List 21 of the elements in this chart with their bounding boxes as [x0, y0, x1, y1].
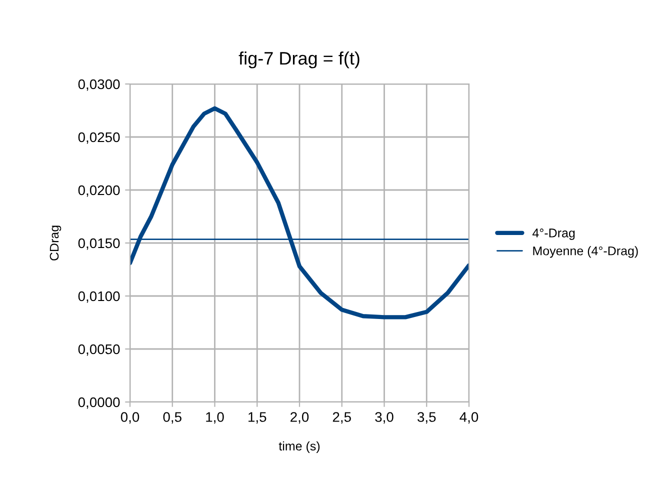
- y-tick-label: 0,0000: [78, 397, 120, 409]
- x-tick-label: 4,0: [460, 412, 478, 424]
- y-tick-label: 0,0050: [78, 344, 120, 356]
- y-axis-title: CDrag: [50, 226, 62, 260]
- x-tick-label: 0,5: [163, 412, 182, 424]
- x-axis-title: time (s): [278, 441, 320, 453]
- x-tick-label: 1,0: [206, 412, 224, 424]
- y-tick-label: 0,0300: [78, 79, 120, 91]
- x-tick-label: 0,0: [120, 412, 140, 424]
- y-tick-label: 0,0100: [78, 291, 120, 303]
- x-tick-label: 1,5: [248, 412, 266, 424]
- legend-label: 4°-Drag: [532, 228, 575, 240]
- x-tick-label: 3,5: [418, 412, 436, 424]
- y-tick-label: 0,0200: [78, 185, 120, 197]
- chart-title: fig-7 Drag = f(t): [238, 51, 360, 68]
- y-tick-label: 0,0150: [78, 238, 120, 250]
- x-tick-label: 2,0: [290, 412, 309, 424]
- x-tick-label: 2,5: [332, 412, 351, 424]
- y-tick-label: 0,0250: [78, 132, 120, 144]
- x-tick-label: 3,0: [375, 412, 394, 424]
- legend-label: Moyenne (4°-Drag): [533, 246, 638, 258]
